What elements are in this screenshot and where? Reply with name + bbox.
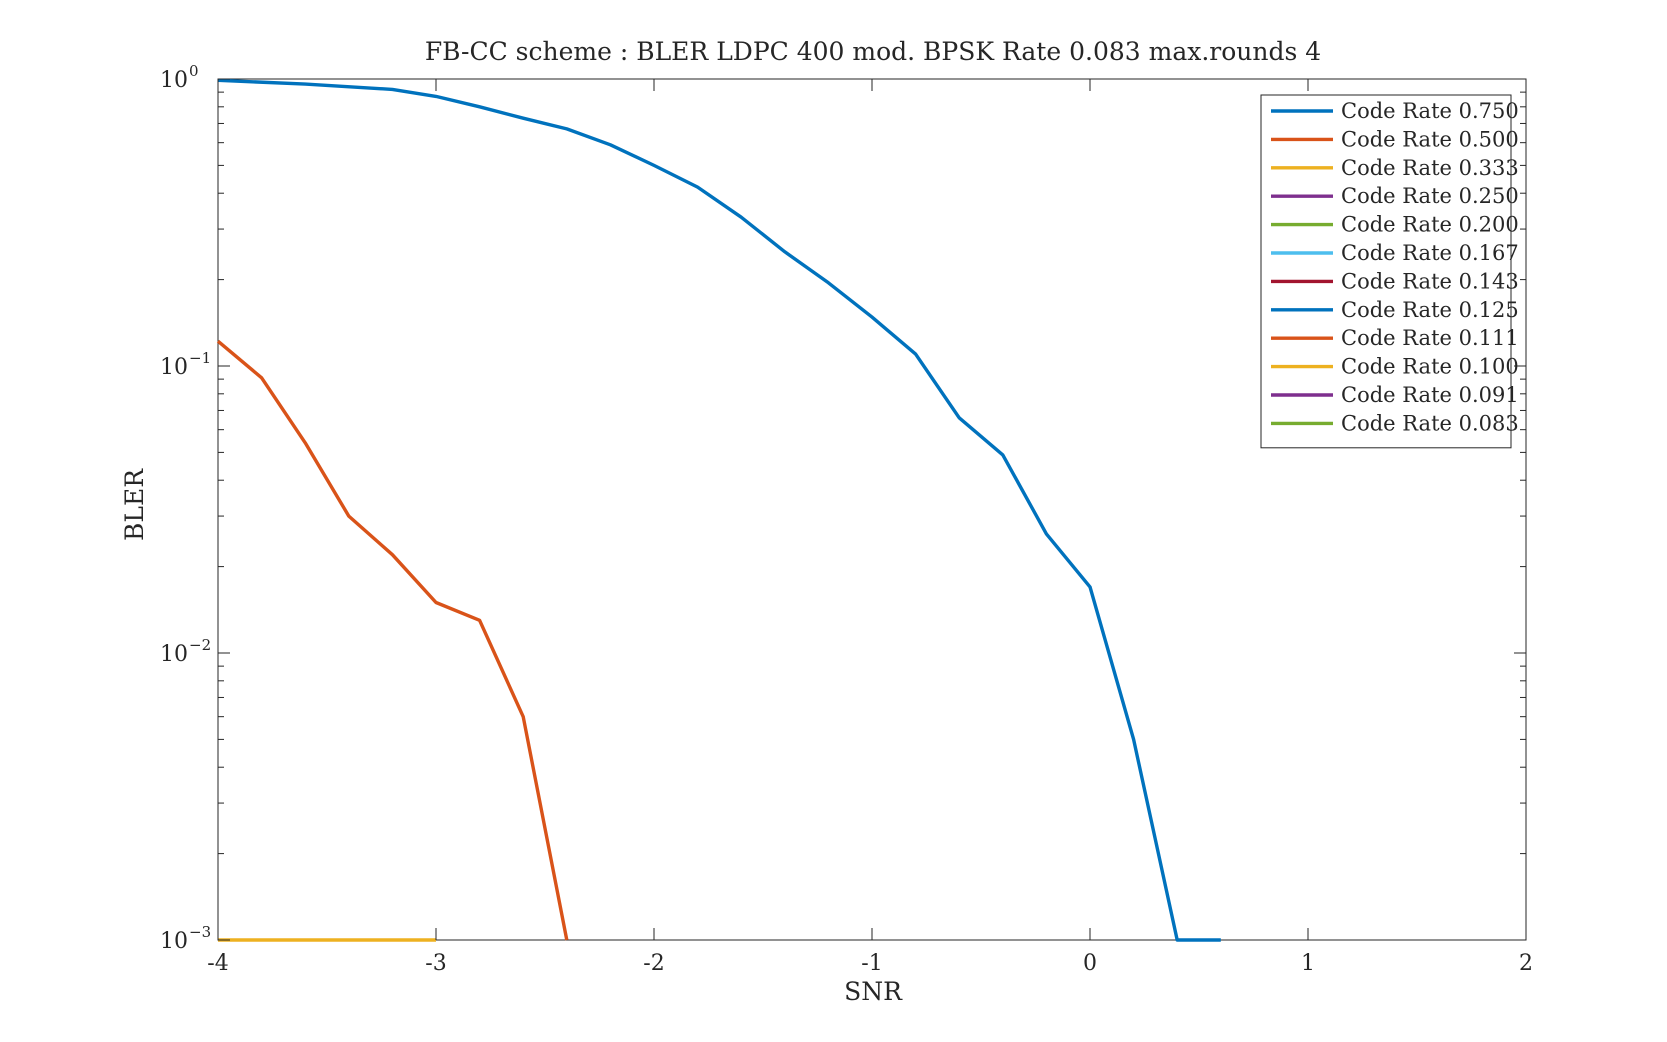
legend-label: Code Rate 0.200 xyxy=(1341,213,1519,237)
x-tick-label: -3 xyxy=(425,951,446,976)
legend-label: Code Rate 0.143 xyxy=(1341,269,1519,293)
chart-title: FB-CC scheme : BLER LDPC 400 mod. BPSK R… xyxy=(425,37,1321,66)
y-tick-base: 10 xyxy=(160,68,188,93)
series-line-1 xyxy=(216,339,569,941)
y-tick-base: 10 xyxy=(160,929,188,954)
y-tick-exponent: −2 xyxy=(189,636,211,654)
x-tick-label: -4 xyxy=(207,951,228,976)
legend-label: Code Rate 0.091 xyxy=(1341,383,1519,407)
legend-item: Code Rate 0.083 xyxy=(1271,411,1519,435)
y-tick-label: 10 −1 xyxy=(160,349,211,380)
legend-label: Code Rate 0.125 xyxy=(1341,298,1519,322)
legend-item: Code Rate 0.111 xyxy=(1271,326,1519,350)
legend-label: Code Rate 0.333 xyxy=(1341,156,1519,180)
y-tick-base: 10 xyxy=(160,642,188,667)
legend-item: Code Rate 0.125 xyxy=(1271,298,1519,322)
y-tick-label: 10 −2 xyxy=(160,636,211,667)
series-line-0 xyxy=(217,78,1221,942)
legend-label: Code Rate 0.083 xyxy=(1341,411,1519,435)
x-tick-label: -2 xyxy=(643,951,664,976)
legend-item: Code Rate 0.167 xyxy=(1271,241,1519,265)
legend-item: Code Rate 0.750 xyxy=(1271,99,1519,123)
legend-box xyxy=(1260,94,1512,449)
x-tick-label: -1 xyxy=(861,951,882,976)
legend-item: Code Rate 0.200 xyxy=(1271,213,1519,237)
y-tick-base: 10 xyxy=(160,355,188,380)
legend-label: Code Rate 0.250 xyxy=(1341,184,1519,208)
legend-item: Code Rate 0.250 xyxy=(1271,184,1519,208)
x-axis-label: SNR xyxy=(844,977,903,1006)
legend-label: Code Rate 0.111 xyxy=(1341,326,1519,350)
y-tick-exponent: −3 xyxy=(189,923,211,941)
legend-item: Code Rate 0.091 xyxy=(1271,383,1519,407)
legend-item: Code Rate 0.143 xyxy=(1271,269,1519,293)
x-tick-label: 2 xyxy=(1519,951,1533,976)
y-axis-label: BLER xyxy=(120,468,149,541)
legend-item: Code Rate 0.500 xyxy=(1271,127,1519,151)
legend-item: Code Rate 0.333 xyxy=(1271,156,1519,180)
y-tick-exponent: −1 xyxy=(189,349,211,367)
legend-label: Code Rate 0.500 xyxy=(1341,127,1519,151)
y-tick-label: 10 0 xyxy=(160,62,199,93)
legend-label: Code Rate 0.750 xyxy=(1341,99,1519,123)
legend-label: Code Rate 0.167 xyxy=(1341,241,1519,265)
y-tick-exponent: 0 xyxy=(189,62,199,80)
legend-label: Code Rate 0.100 xyxy=(1341,355,1519,379)
series-layer xyxy=(216,78,1221,942)
x-axis: -4 -3 -2 -1 0 1 2 xyxy=(207,79,1533,976)
y-tick-label: 10 −3 xyxy=(160,923,211,954)
x-tick-label: 1 xyxy=(1301,951,1315,976)
legend: Code Rate 0.750 Code Rate 0.500 Code Rate … xyxy=(1260,94,1519,449)
legend-item: Code Rate 0.100 xyxy=(1271,355,1519,379)
x-tick-label: 0 xyxy=(1083,951,1097,976)
